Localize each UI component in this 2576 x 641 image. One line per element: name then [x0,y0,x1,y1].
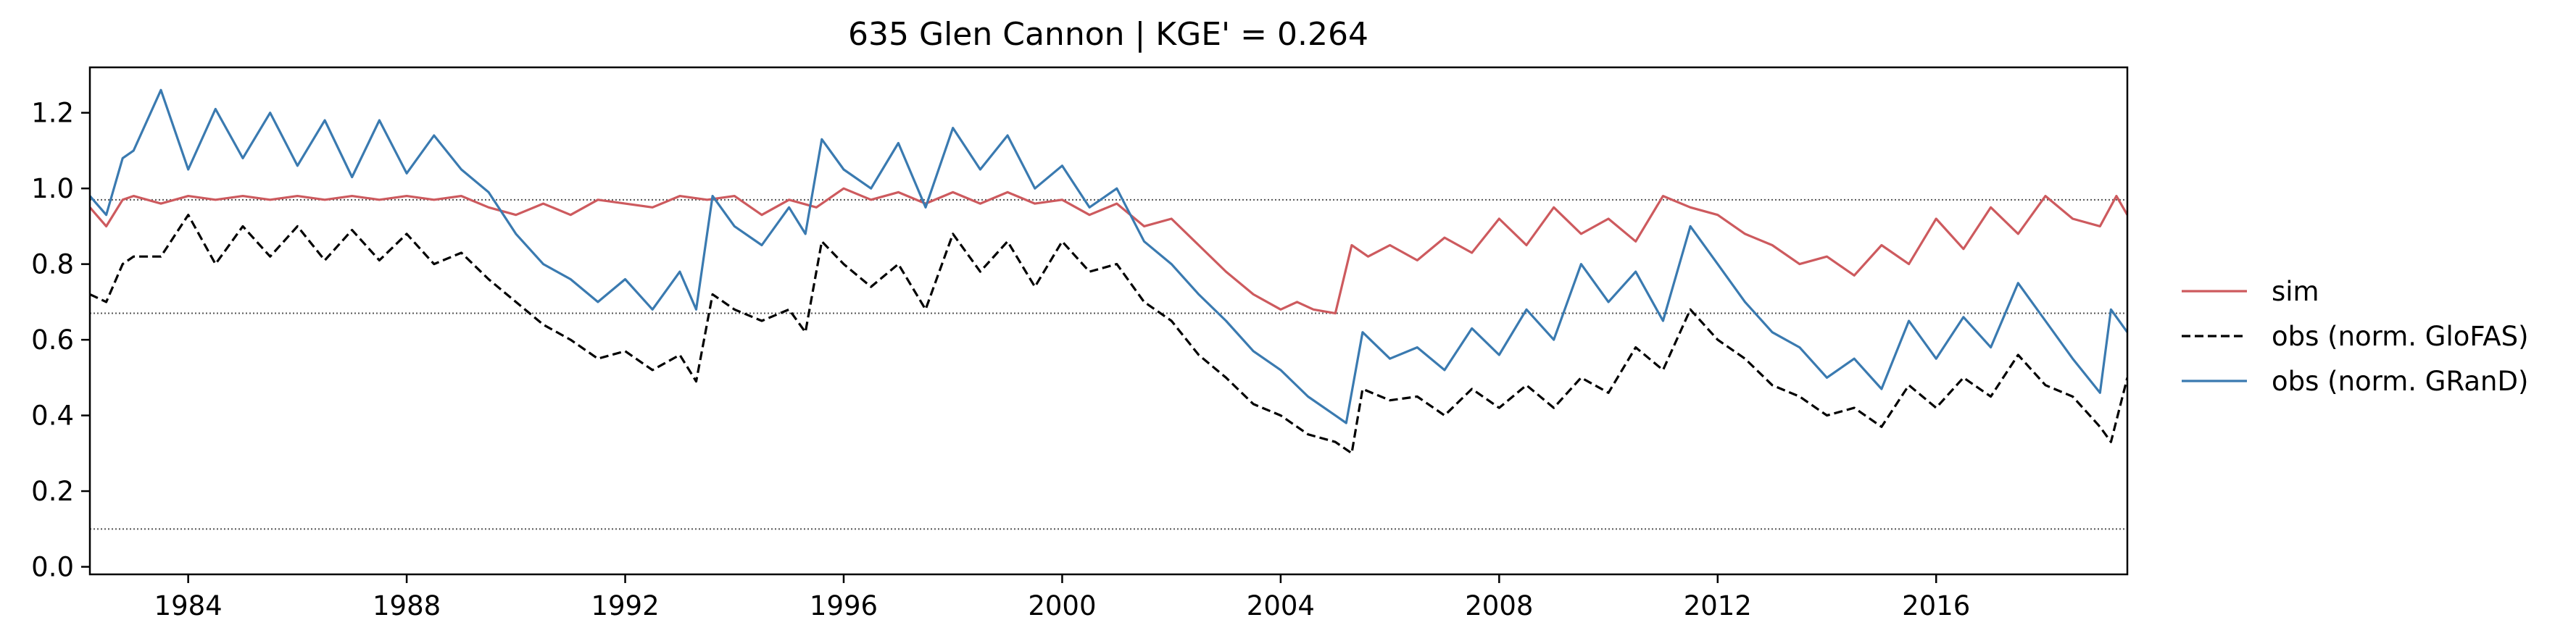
x-tick-label: 2000 [1028,590,1096,621]
y-tick-label: 0.6 [31,324,74,356]
y-tick-label: 0.8 [31,249,74,280]
chart-title: 635 Glen Cannon | KGE' = 0.264 [848,16,1368,53]
y-tick-label: 0.4 [31,401,74,432]
legend-label: obs (norm. GRanD) [2272,366,2528,397]
y-tick-label: 0.2 [31,476,74,507]
y-tick-label: 1.0 [31,173,74,204]
legend-label: sim [2272,276,2319,307]
series-group [90,88,2127,455]
series-line-sim [90,187,2127,315]
y-tick-label: 1.2 [31,98,74,129]
legend: sim obs (norm. GloFAS) obs (norm. GRanD) [2182,276,2529,397]
y-tick-label: 0.0 [31,552,74,583]
x-tick-label: 2016 [1902,590,1970,621]
legend-label: obs (norm. GloFAS) [2272,321,2529,352]
series-line-obs-grand [90,88,2127,424]
x-tick-label: 1992 [591,590,659,621]
x-tick-label: 1996 [810,590,878,621]
x-tick-label: 1984 [154,590,223,621]
series-line-obs-glofas [90,214,2127,455]
x-tick-label: 2008 [1465,590,1533,621]
x-tick-label: 2012 [1684,590,1752,621]
x-tick-label: 1988 [373,590,441,621]
plot-frame [88,66,2129,576]
x-tick-label: 2004 [1247,590,1315,621]
